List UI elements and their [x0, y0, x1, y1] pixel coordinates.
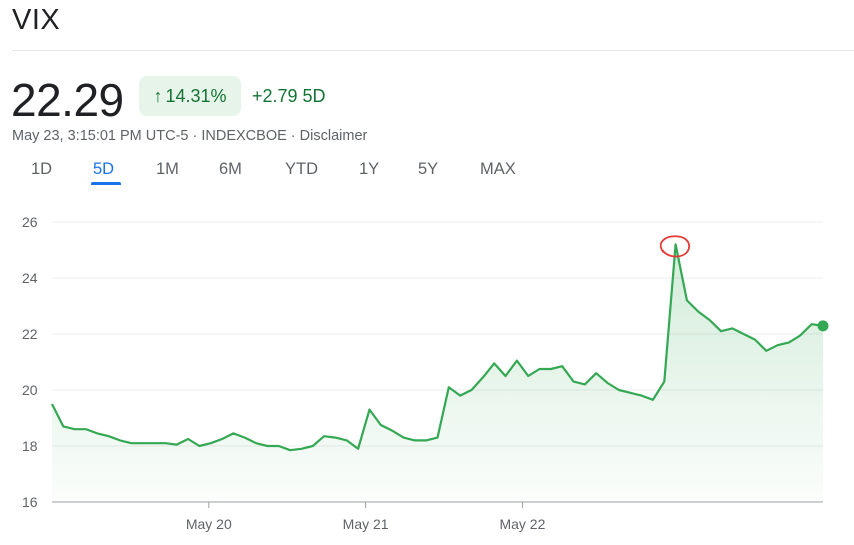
active-tab-indicator	[91, 182, 121, 185]
tab-5y[interactable]: 5Y	[418, 160, 439, 178]
arrow-up-icon: ↑	[153, 85, 163, 106]
time-range-tabs: 1D 5D 1M 6M YTD 1Y 5Y MAX	[0, 160, 560, 190]
y-axis-ticks: 16 18 20 22 24 26	[22, 214, 38, 510]
tab-1d[interactable]: 1D	[31, 160, 53, 178]
y-tick-label: 26	[22, 214, 38, 230]
price-chart[interactable]: 16 18 20 22 24 26 May 20 May 21 May 22	[0, 195, 854, 545]
tab-ytd[interactable]: YTD	[285, 160, 318, 178]
tab-5d[interactable]: 5D	[93, 160, 115, 178]
tab-1y[interactable]: 1Y	[359, 160, 380, 178]
percent-change-badge: ↑ 14.31%	[139, 76, 241, 116]
last-price-dot	[817, 320, 829, 332]
tab-max[interactable]: MAX	[480, 160, 516, 178]
header-divider	[12, 50, 854, 51]
ticker-symbol: VIX	[12, 4, 61, 36]
x-tick-label: May 20	[186, 516, 232, 532]
absolute-change: +2.79 5D	[252, 86, 326, 106]
price-area-fill	[52, 244, 823, 502]
percent-change-value: 14.31%	[165, 85, 227, 106]
tab-6m[interactable]: 6M	[219, 160, 242, 178]
x-axis: May 20 May 21 May 22	[186, 502, 546, 532]
y-tick-label: 22	[22, 326, 38, 342]
x-tick-label: May 22	[499, 516, 545, 532]
peak-annotation-circle	[659, 235, 691, 258]
y-tick-label: 24	[22, 270, 38, 286]
price-line	[51, 243, 824, 452]
y-tick-label: 16	[22, 494, 38, 510]
x-tick-label: May 21	[343, 516, 389, 532]
y-tick-label: 18	[22, 438, 38, 454]
timestamp-source: May 23, 3:15:01 PM UTC-5 · INDEXCBOE · D…	[12, 128, 368, 144]
y-tick-label: 20	[22, 382, 38, 398]
current-price: 22.29	[11, 74, 124, 126]
tab-1m[interactable]: 1M	[156, 160, 179, 178]
